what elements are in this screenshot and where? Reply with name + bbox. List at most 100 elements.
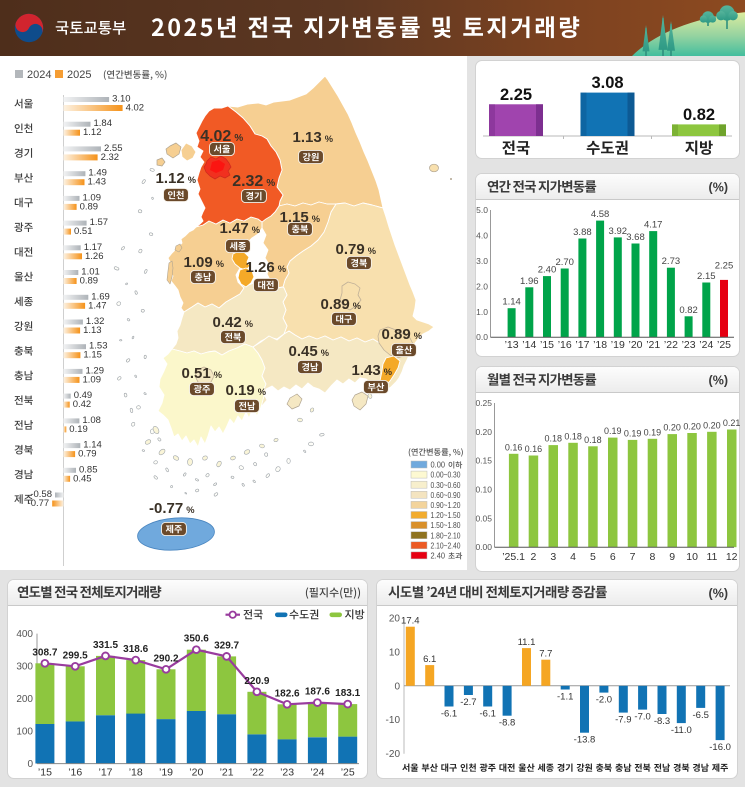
svg-text:’25.1: ’25.1 — [502, 551, 525, 563]
svg-text:%: % — [353, 301, 362, 311]
svg-text:300: 300 — [16, 662, 33, 673]
svg-text:0.21: 0.21 — [723, 418, 740, 428]
svg-text:6.1: 6.1 — [423, 654, 436, 665]
svg-text:-0.77: -0.77 — [28, 498, 50, 509]
svg-text:308.7: 308.7 — [32, 647, 57, 658]
svg-text:1.47: 1.47 — [220, 220, 249, 237]
svg-text:%: % — [214, 370, 223, 380]
svg-text:1.80~2.10: 1.80~2.10 — [431, 531, 462, 540]
svg-text:%: % — [325, 134, 334, 144]
svg-text:%: % — [258, 387, 267, 397]
svg-text:0.90~1.20: 0.90~1.20 — [431, 501, 462, 510]
svg-text:’13: ’13 — [505, 339, 519, 351]
svg-text:1.20~1.50: 1.20~1.50 — [431, 511, 462, 520]
svg-text:0: 0 — [394, 681, 400, 692]
svg-text:-7.9: -7.9 — [615, 715, 631, 726]
svg-text:1.26: 1.26 — [85, 251, 104, 262]
svg-text:0.20: 0.20 — [475, 427, 492, 437]
svg-text:1.84: 1.84 — [94, 118, 113, 129]
svg-text:200: 200 — [16, 694, 33, 705]
svg-text:’18: ’18 — [593, 339, 607, 351]
svg-text:2.25: 2.25 — [500, 86, 532, 104]
svg-text:’24: ’24 — [310, 767, 324, 779]
svg-text:-8.8: -8.8 — [499, 718, 515, 729]
svg-text:0.15: 0.15 — [475, 456, 492, 466]
svg-text:0.00: 0.00 — [431, 461, 446, 470]
svg-text:10: 10 — [686, 551, 698, 563]
svg-text:2: 2 — [530, 551, 536, 563]
svg-text:2.70: 2.70 — [555, 257, 574, 268]
svg-text:3.08: 3.08 — [591, 74, 623, 92]
svg-text:’21: ’21 — [220, 767, 234, 779]
svg-text:0.16: 0.16 — [505, 442, 523, 452]
svg-text:318.6: 318.6 — [123, 644, 148, 655]
svg-text:331.5: 331.5 — [93, 640, 118, 651]
svg-text:(%): (%) — [709, 374, 728, 388]
svg-text:1.15: 1.15 — [83, 350, 102, 361]
svg-text:0.42: 0.42 — [213, 314, 242, 331]
svg-text:4.58: 4.58 — [591, 209, 610, 220]
svg-text:290.2: 290.2 — [153, 653, 178, 664]
svg-text:0.89: 0.89 — [80, 201, 99, 212]
svg-text:%: % — [234, 133, 243, 144]
svg-text:11: 11 — [706, 551, 717, 563]
svg-text:299.5: 299.5 — [63, 650, 88, 661]
svg-text:0.16: 0.16 — [525, 444, 543, 454]
svg-text:1.43: 1.43 — [352, 362, 381, 379]
svg-text:%: % — [278, 264, 287, 274]
svg-text:’22: ’22 — [664, 339, 678, 351]
svg-text:20: 20 — [389, 613, 401, 624]
svg-text:0.18: 0.18 — [564, 431, 582, 441]
svg-text:2.40: 2.40 — [431, 552, 446, 561]
svg-text:2.25: 2.25 — [715, 260, 734, 271]
svg-text:4.02: 4.02 — [200, 128, 231, 145]
svg-text:0.82: 0.82 — [679, 305, 698, 316]
svg-text:%: % — [266, 178, 275, 189]
svg-text:-8.3: -8.3 — [654, 716, 670, 727]
svg-text:0.0: 0.0 — [476, 332, 488, 342]
svg-text:(%): (%) — [709, 587, 728, 601]
svg-text:0.19: 0.19 — [624, 428, 642, 438]
svg-text:-6.1: -6.1 — [441, 709, 457, 720]
svg-text:9: 9 — [669, 551, 675, 563]
svg-text:2.40: 2.40 — [538, 265, 557, 276]
svg-text:0.18: 0.18 — [584, 435, 602, 445]
svg-text:0.45: 0.45 — [73, 473, 92, 484]
svg-text:0.20: 0.20 — [703, 420, 721, 430]
svg-text:0.51: 0.51 — [182, 365, 211, 382]
svg-text:’19: ’19 — [611, 339, 625, 351]
svg-text:2.32: 2.32 — [232, 173, 263, 190]
svg-text:0.18: 0.18 — [545, 434, 563, 444]
svg-text:-2.0: -2.0 — [596, 695, 612, 706]
svg-text:400: 400 — [16, 629, 33, 640]
svg-text:17.4: 17.4 — [401, 616, 420, 627]
svg-text:-1.1: -1.1 — [557, 692, 573, 703]
svg-text:’14: ’14 — [522, 339, 536, 351]
svg-text:-0.58: -0.58 — [30, 489, 52, 500]
svg-text:0.79: 0.79 — [78, 449, 97, 460]
svg-text:%: % — [414, 331, 423, 341]
svg-text:1.09: 1.09 — [83, 192, 102, 203]
svg-text:’22: ’22 — [250, 767, 264, 779]
svg-text:2025: 2025 — [67, 69, 91, 81]
svg-text:2.32: 2.32 — [101, 152, 120, 163]
svg-text:3.0: 3.0 — [476, 256, 488, 266]
svg-text:2.0: 2.0 — [476, 281, 488, 291]
svg-text:-6.1: -6.1 — [480, 709, 496, 720]
svg-text:2.55: 2.55 — [104, 143, 123, 154]
svg-text:11.1: 11.1 — [518, 637, 536, 648]
svg-text:1.0: 1.0 — [476, 307, 488, 317]
svg-text:%: % — [368, 246, 377, 256]
svg-text:2.73: 2.73 — [662, 256, 681, 267]
svg-text:0.79: 0.79 — [336, 241, 365, 258]
svg-text:1.29: 1.29 — [86, 365, 105, 376]
svg-text:1.57: 1.57 — [90, 217, 109, 228]
svg-text:4.02: 4.02 — [126, 103, 145, 114]
svg-text:5: 5 — [590, 551, 596, 563]
svg-text:4.17: 4.17 — [644, 220, 663, 231]
svg-text:’20: ’20 — [628, 339, 642, 351]
svg-text:2.15: 2.15 — [697, 271, 716, 282]
svg-text:1.09: 1.09 — [83, 374, 102, 385]
svg-text:(%): (%) — [709, 181, 728, 195]
svg-text:1.14: 1.14 — [502, 297, 520, 308]
